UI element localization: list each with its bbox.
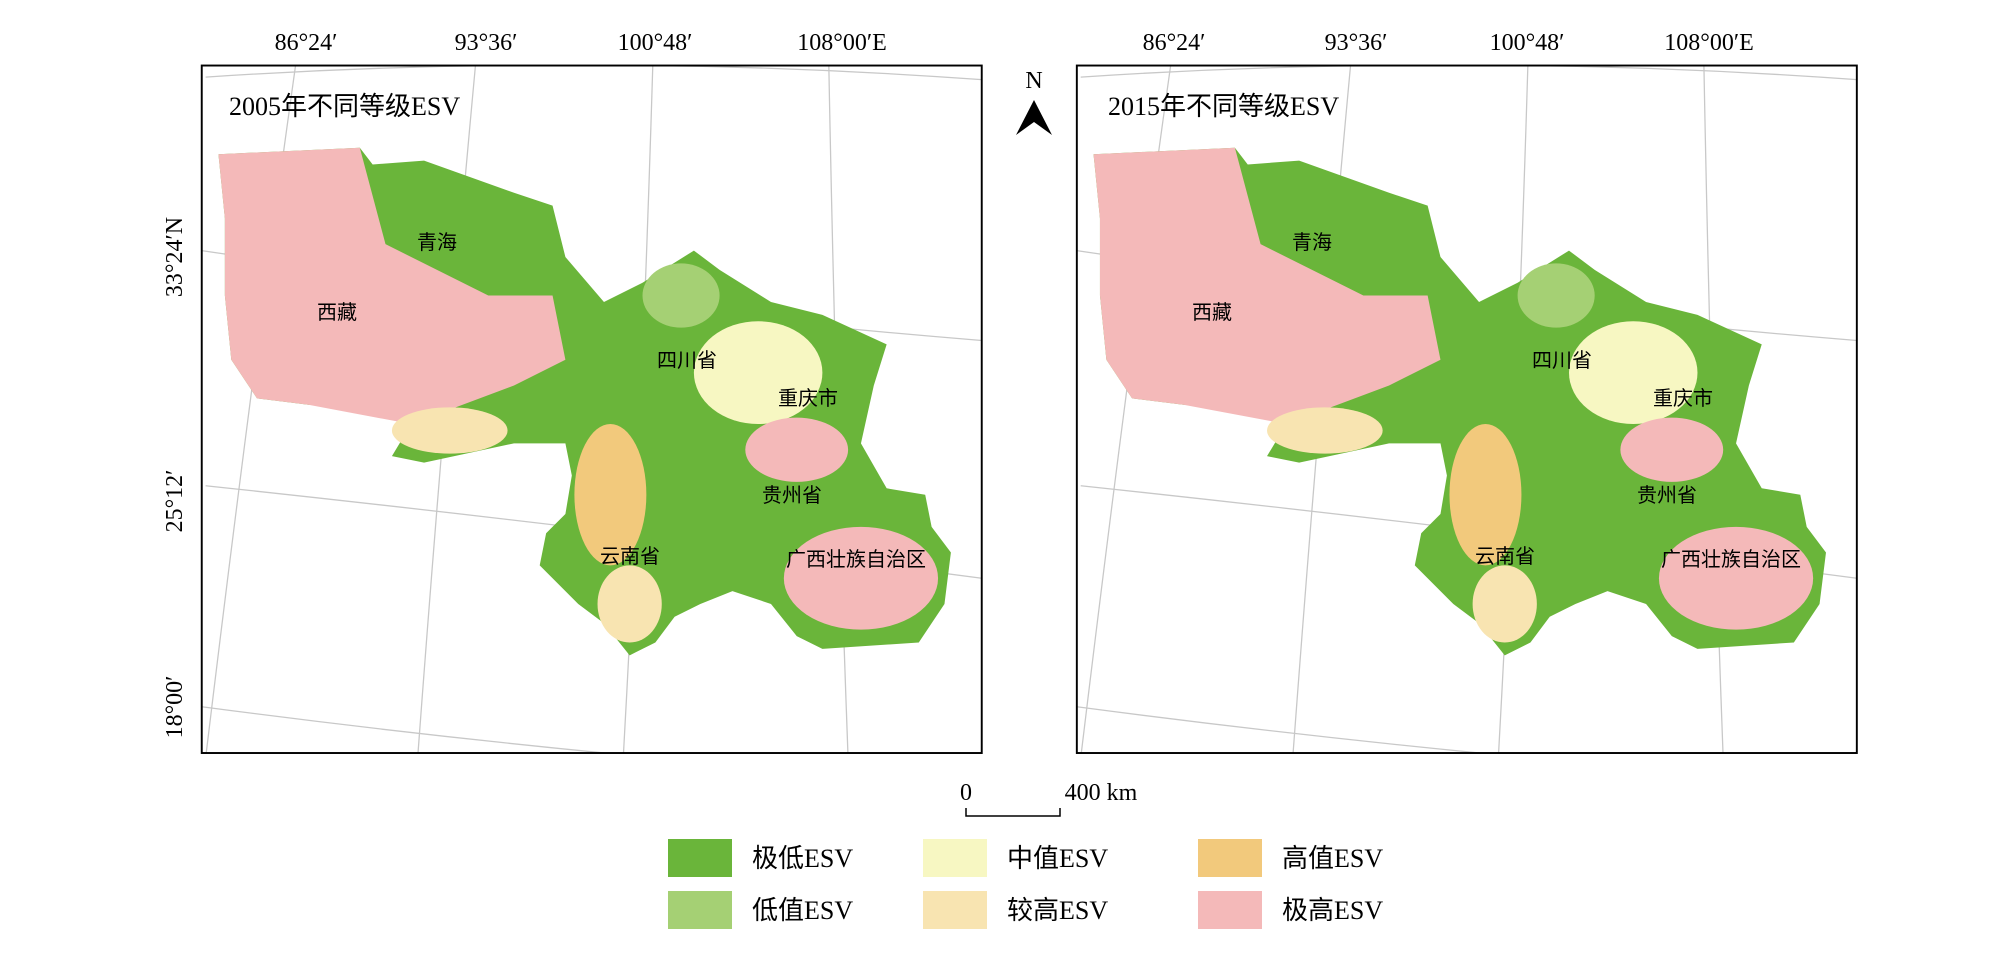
longitude-label: 93°36′	[1325, 30, 1388, 56]
scale-label: 0	[960, 780, 972, 806]
legend-swatch	[668, 891, 732, 929]
map-title: 2005年不同等级ESV	[229, 92, 460, 121]
latitude-label: 33°24′N	[162, 217, 188, 297]
longitude-label: 108°00′E	[1664, 30, 1754, 56]
legend-swatch	[1198, 839, 1262, 877]
province-label: 重庆市	[778, 386, 838, 410]
province-label: 重庆市	[1653, 386, 1713, 410]
scale-bar	[965, 808, 1061, 817]
longitude-label: 93°36′	[455, 30, 518, 56]
map-right	[1077, 65, 1857, 784]
legend-swatch	[1198, 891, 1262, 929]
province-label: 西藏	[1192, 300, 1232, 324]
legend-label: 较高ESV	[1007, 896, 1108, 925]
province-label: 四川省	[1532, 348, 1592, 372]
latitude-label: 25°12′	[162, 470, 188, 533]
province-label: 广西壮族自治区	[1661, 547, 1801, 571]
province-label: 青海	[1292, 230, 1332, 254]
province-label: 云南省	[1475, 544, 1535, 568]
longitude-label: 100°48′	[1490, 30, 1565, 56]
longitude-label: 86°24′	[1143, 30, 1206, 56]
province-label: 云南省	[600, 544, 660, 568]
province-label: 广西壮族自治区	[786, 547, 926, 571]
latitude-label: 18°00′	[162, 676, 188, 739]
legend-label: 极高ESV	[1282, 896, 1383, 925]
scale-label: 400 km	[1065, 780, 1138, 806]
legend-label: 低值ESV	[752, 896, 853, 925]
longitude-label: 86°24′	[275, 30, 338, 56]
map-title: 2015年不同等级ESV	[1108, 92, 1339, 121]
legend-label: 极低ESV	[752, 844, 853, 873]
legend-label: 高值ESV	[1282, 844, 1383, 873]
province-label: 青海	[417, 230, 457, 254]
province-label: 贵州省	[762, 483, 822, 507]
legend-swatch	[668, 839, 732, 877]
province-label: 四川省	[657, 348, 717, 372]
province-label: 贵州省	[1637, 483, 1697, 507]
province-label: 西藏	[317, 300, 357, 324]
north-label: N	[1025, 68, 1042, 94]
legend-swatch	[923, 839, 987, 877]
legend-swatch	[923, 891, 987, 929]
map-left	[202, 65, 982, 784]
longitude-label: 100°48′	[618, 30, 693, 56]
longitude-label: 108°00′E	[797, 30, 887, 56]
north-arrow	[1016, 100, 1052, 135]
legend-label: 中值ESV	[1007, 844, 1108, 873]
